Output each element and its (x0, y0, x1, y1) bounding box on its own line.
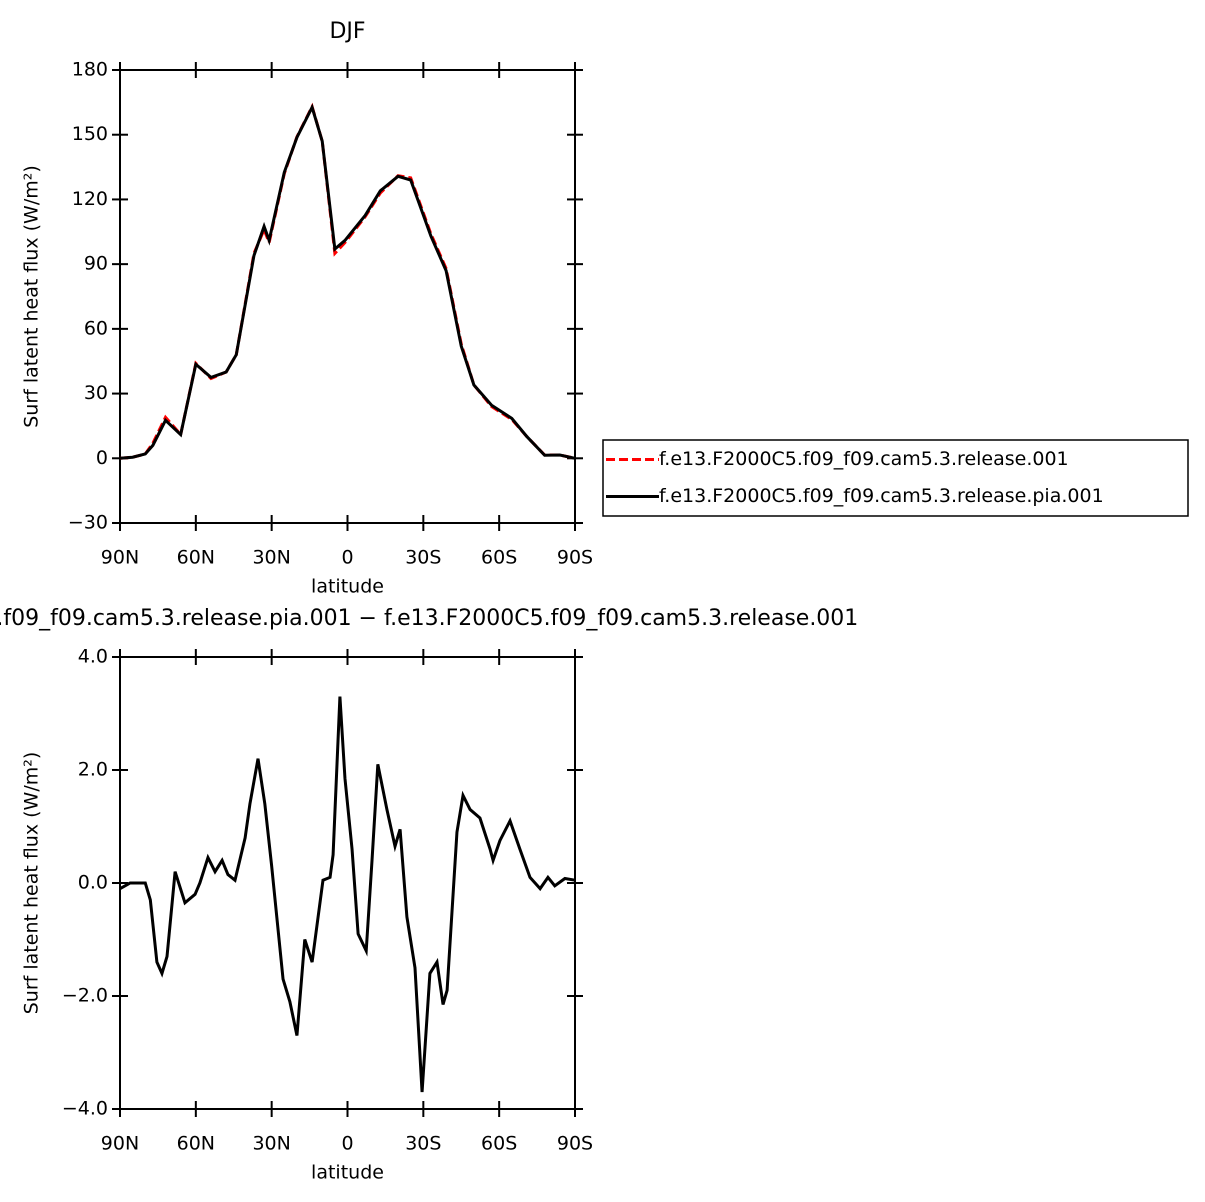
y-tick-label: 2.0 (78, 759, 108, 781)
x-tick-label: 0 (341, 1133, 353, 1155)
x-tick-label: 90N (101, 1133, 139, 1155)
x-tick-label: 30S (405, 547, 441, 569)
plot-frame (119, 69, 576, 524)
y-tick-label: 120 (72, 188, 108, 210)
x-tick-label: 60S (481, 547, 517, 569)
x-tick-label: 0 (341, 547, 353, 569)
x-tick-label: 30N (252, 547, 290, 569)
chart-title: DJF (329, 19, 365, 44)
y-tick-label: 150 (72, 123, 108, 145)
y-axis-label: Surf latent heat flux (W/m²) (21, 752, 43, 1015)
x-tick-label: 30S (405, 1133, 441, 1155)
legend-label: f.e13.F2000C5.f09_f09.cam5.3.release.pia… (659, 485, 1104, 507)
x-tick-label: 60N (177, 1133, 215, 1155)
x-axis-label: latitude (311, 576, 384, 598)
x-tick-label: 90S (557, 547, 593, 569)
y-tick-label: 0.0 (78, 872, 108, 894)
legend-box (602, 439, 1189, 517)
x-axis-label: latitude (311, 1162, 384, 1184)
x-tick-label: 60S (481, 1133, 517, 1155)
data-line (119, 103, 576, 460)
y-tick-label: 0 (96, 447, 108, 469)
x-tick-label: 30N (252, 1133, 290, 1155)
chart-title: f.e13.F2000C5.f09_f09.cam5.3.release.pia… (0, 606, 858, 631)
y-axis-label: Surf latent heat flux (W/m²) (21, 165, 43, 428)
y-tick-label: −2.0 (62, 985, 108, 1007)
plot-frame (119, 656, 576, 1110)
y-tick-label: 60 (84, 317, 108, 339)
x-tick-label: 90N (101, 547, 139, 569)
y-tick-label: 4.0 (78, 646, 108, 668)
x-tick-label: 90S (557, 1133, 593, 1155)
y-tick-label: 180 (72, 59, 108, 81)
y-tick-label: 30 (84, 382, 108, 404)
y-tick-label: −30 (68, 512, 108, 534)
x-tick-label: 60N (177, 547, 215, 569)
legend-label: f.e13.F2000C5.f09_f09.cam5.3.release.001 (659, 448, 1069, 470)
y-tick-label: 90 (84, 253, 108, 275)
data-line (119, 696, 576, 1093)
y-tick-label: −4.0 (62, 1098, 108, 1120)
